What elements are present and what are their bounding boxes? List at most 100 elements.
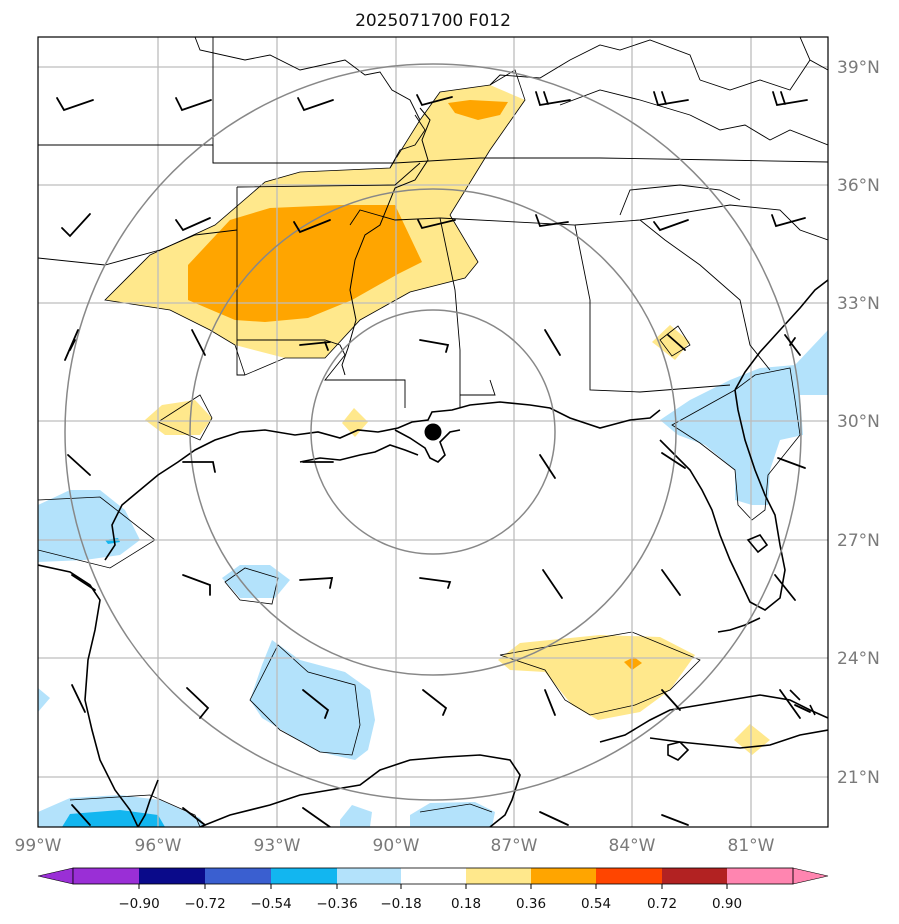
coastline-lake-okeechobee (746, 534, 769, 554)
map-title: 2025071700 F012 (355, 11, 511, 31)
range-rings (64, 63, 802, 801)
lat-label: 30°N (837, 412, 880, 432)
graticule (38, 37, 828, 827)
colorbar-segment (466, 868, 531, 884)
wind-barb (535, 214, 569, 227)
anomaly-area-negative (410, 802, 495, 827)
colorbar-segment-over (792, 867, 829, 885)
state-border (689, 114, 828, 146)
longitude-labels: 99°W 96°W 93°W 90°W 87°W 84°W 81°W (15, 836, 775, 856)
wind-barb (71, 684, 86, 713)
anomaly-area-negative (38, 688, 50, 712)
wind-barb (71, 804, 91, 826)
coastline-isle-of-youth (667, 741, 690, 761)
wind-barb (542, 569, 563, 599)
state-border (236, 187, 245, 376)
map-frame (37, 36, 829, 828)
wind-barb (535, 91, 571, 107)
wind-barb (653, 91, 689, 107)
lat-label: 33°N (837, 294, 880, 314)
colorbar-tick-label: −0.36 (316, 896, 357, 912)
anomaly-area-negative (222, 565, 290, 598)
contour-line (249, 644, 361, 756)
wind-barb (416, 94, 453, 107)
lon-label: 90°W (373, 836, 420, 856)
coastlines (38, 279, 828, 827)
wind-barb (784, 334, 801, 356)
wind-barb (61, 213, 91, 238)
lon-label: 84°W (609, 836, 656, 856)
latitude-labels: 39°N 36°N 33°N 30°N 27°N 24°N 21°N (837, 58, 880, 788)
wind-barb (777, 457, 806, 469)
wind-barb (186, 687, 210, 719)
wind-barb (175, 217, 211, 232)
wind-barb (56, 97, 94, 112)
contour-line (419, 803, 493, 813)
wind-barb (661, 452, 686, 469)
wind-barb (419, 339, 450, 353)
colorbar-segment (531, 868, 596, 884)
colorbar-tick-label: −0.54 (250, 896, 291, 912)
anomaly-area-negative (660, 330, 828, 505)
lat-label: 36°N (837, 176, 880, 196)
coastline-yucatan (137, 754, 521, 827)
lon-label: 99°W (15, 836, 62, 856)
wind-barb (667, 334, 686, 351)
storm-center-marker (424, 423, 442, 441)
positive-anomaly-shading (105, 85, 770, 755)
coastline-gulf (38, 564, 139, 827)
state-border (236, 162, 421, 188)
colorbar-tick-label: 0.72 (647, 896, 677, 912)
contour-line (69, 794, 201, 827)
state-border (639, 219, 771, 371)
colorbar-segment (727, 868, 793, 884)
wind-barb (419, 577, 452, 589)
colorbar-segment (596, 868, 662, 884)
wind-barb (299, 341, 331, 351)
colorbar-segment (662, 868, 727, 884)
contour-line (38, 496, 156, 569)
colorbar-segment-under (37, 867, 74, 885)
wind-barb (544, 329, 561, 356)
wind-barb (302, 807, 331, 827)
wind-barb (779, 689, 811, 719)
state-border (489, 39, 701, 86)
state-border (194, 37, 421, 121)
coastline-cuba (599, 694, 828, 743)
wind-barbs (56, 91, 811, 827)
wind-barb (653, 219, 689, 232)
wind-barb (67, 454, 91, 476)
wind-barb (422, 689, 448, 716)
wind-barb (182, 461, 216, 473)
lon-label: 93°W (254, 836, 301, 856)
state-border (559, 89, 691, 116)
coastline-delta (394, 429, 461, 463)
negative-anomaly-shading (38, 330, 828, 827)
wind-barb (302, 689, 330, 719)
state-borders (38, 37, 828, 408)
anomaly-area-negative (250, 640, 375, 760)
anomaly-area-positive (145, 400, 212, 435)
colorbar-segment (337, 868, 401, 884)
anomaly-area-positive (624, 657, 642, 670)
contour-line (499, 631, 701, 716)
state-border (389, 114, 426, 169)
anomaly-area-positive (188, 205, 422, 322)
wind-barb (661, 814, 689, 826)
wind-barb (293, 219, 331, 234)
lon-label: 87°W (491, 836, 538, 856)
colorbar-tick-label: 0.36 (516, 896, 546, 912)
colorbar-tick-label: 0.90 (712, 896, 742, 912)
colorbar-segment (401, 868, 466, 884)
wind-barb (661, 689, 681, 711)
state-border (460, 379, 496, 396)
lon-label: 81°W (728, 836, 775, 856)
colorbar-tick-label: 0.18 (451, 896, 481, 912)
range-ring (189, 188, 677, 676)
colorbar-tick-label: −0.90 (118, 896, 159, 912)
lat-label: 21°N (837, 768, 880, 788)
lon-label: 96°W (135, 836, 182, 856)
state-border (394, 157, 828, 164)
wind-barb (539, 454, 556, 479)
colorbar: −0.90 −0.72 −0.54 −0.36 −0.18 0.18 0.36 … (37, 867, 829, 912)
